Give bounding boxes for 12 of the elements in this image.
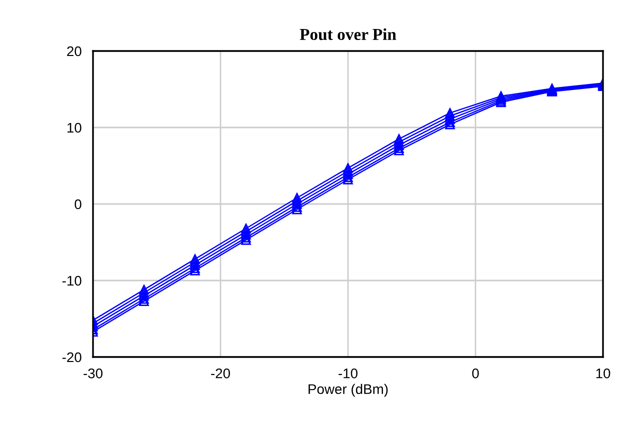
y-tick-label: 0: [74, 199, 82, 210]
x-tick-label: 0: [472, 368, 479, 378]
x-tick-label: -10: [338, 368, 358, 378]
y-tick-label: 20: [67, 46, 82, 56]
x-tick-label: -20: [211, 368, 230, 378]
chart-title: Pout over Pin: [300, 28, 396, 40]
y-tick-label: 10: [68, 122, 82, 133]
x-tick-label: 10: [596, 368, 610, 378]
x-axis-title: Power (dBm): [308, 384, 388, 397]
y-tick-label: -20: [62, 352, 82, 362]
x-tick-label: -30: [84, 368, 102, 378]
y-tick-label: -10: [62, 276, 82, 286]
